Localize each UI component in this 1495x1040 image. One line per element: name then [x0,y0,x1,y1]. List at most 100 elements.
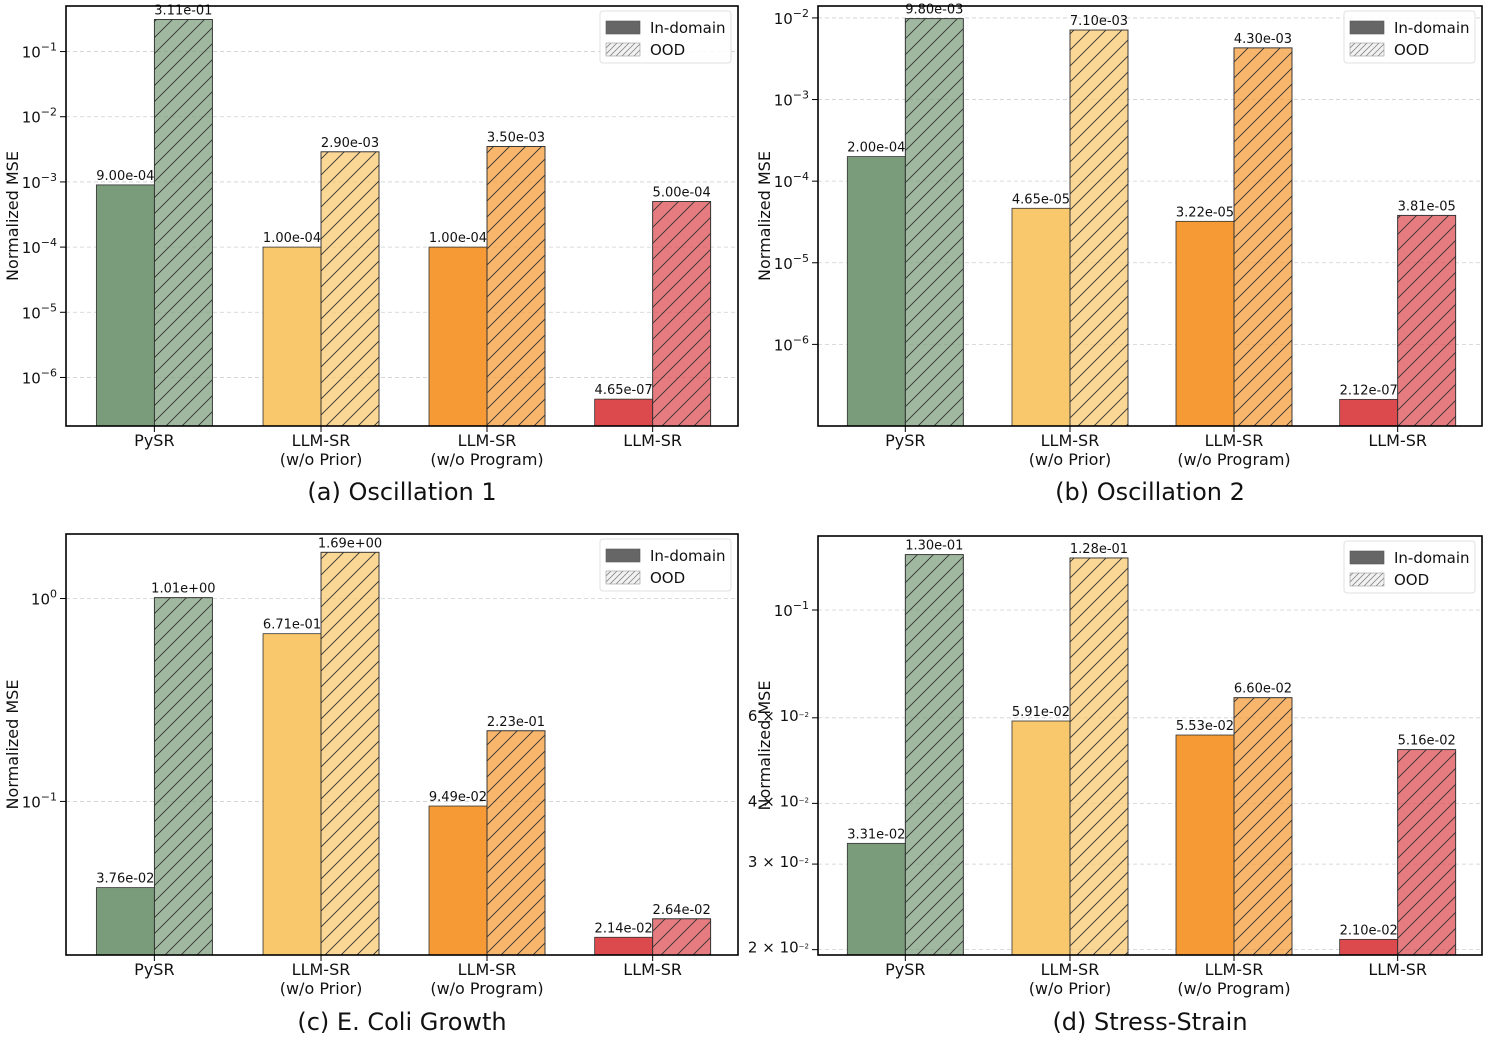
x-category-label: PySR [134,960,174,979]
bar-in-domain [1011,720,1071,956]
bar-value-label: 3.50e-03 [487,130,545,145]
legend-swatch-in-domain [605,20,641,35]
y-tick-label: 10−1 [22,41,57,62]
bar-ood-hatch [1069,29,1129,427]
bar-value-label: 7.10e-03 [1070,14,1128,29]
bar-value-label: 4.65e-07 [595,383,653,398]
x-category-label: PySR [885,960,925,979]
y-tick-label: 2 × 10−2 [748,939,809,957]
bar-in-domain [594,398,654,427]
bar-value-label: 5.53e-02 [1176,719,1234,734]
bar-value-label: 1.28e-01 [1070,542,1128,557]
bar-value-label: 1.30e-01 [905,539,963,554]
bar-ood-hatch [904,18,964,427]
legend-swatch-ood [1349,42,1385,57]
bar-in-domain [1175,734,1235,956]
y-axis-label: Normalized MSE [3,151,22,281]
bar-value-label: 3.22e-05 [1176,205,1234,220]
bar-value-label: 4.65e-05 [1012,192,1070,207]
x-category-label: LLM-SR [458,431,517,450]
x-category-label: LLM-SR [458,960,517,979]
x-category-label: LLM-SR [292,431,351,450]
bar-value-label: 9.00e-04 [96,169,154,184]
bar-in-domain [1339,398,1399,427]
x-category-label: PySR [885,431,925,450]
x-category-label: LLM-SR [623,431,682,450]
y-tick-label: 10−2 [22,106,57,127]
y-axis-label: Normalized MSE [3,680,22,810]
y-tick-label: 10−3 [774,89,809,110]
bar-value-label: 9.49e-02 [429,790,487,805]
bar-in-domain [1011,207,1071,427]
panel-caption: (d) Stress-Strain [1052,1008,1247,1036]
chart-panel-4: 2 × 10−2 3 × 10−2 4 × 10−2 6 × 10−2 10−1 3.31… [748,535,1483,1036]
chart-panel-2: 10−6 10−5 10−4 10−3 10−2 2.00e-04 9.80e-03 PySR… [755,3,1483,506]
legend-swatch-in-domain [1349,20,1385,35]
x-category-label: (w/o Program) [1177,450,1290,469]
bar-in-domain [1175,220,1235,427]
y-tick-label: 10−5 [774,252,809,273]
x-category-label: LLM-SR [1041,431,1100,450]
y-tick-label: 3 × 10−2 [748,853,809,871]
x-category-label: (w/o Prior) [1029,979,1112,998]
bar-value-label: 2.10e-02 [1340,923,1398,938]
y-tick-label: 10−1 [774,599,809,620]
bar-value-label: 1.69e+00 [318,536,382,551]
bar-value-label: 1.00e-04 [263,231,321,246]
bar-value-label: 3.11e-01 [154,3,212,18]
bar-ood-hatch [652,201,712,427]
y-tick-label: 10−3 [22,171,57,192]
panel-caption: (b) Oscillation 2 [1055,478,1245,506]
y-tick-label: 100 [31,588,57,609]
legend-label-in-domain: In-domain [650,19,726,37]
legend-label-ood: OOD [650,41,685,59]
bar-value-label: 2.12e-07 [1340,383,1398,398]
legend-swatch-in-domain [605,548,641,563]
bar-ood-hatch [1233,47,1293,427]
y-tick-label: 10−4 [22,236,57,257]
legend-label-ood: OOD [1394,41,1429,59]
bar-ood-hatch [1397,214,1457,427]
bar-value-label: 6.71e-01 [263,618,321,633]
bar-value-label: 2.64e-02 [653,903,711,918]
y-axis-label: Normalized MSE [755,151,774,281]
legend-label-in-domain: In-domain [1394,549,1470,567]
bar-value-label: 4.30e-03 [1234,32,1292,47]
x-category-label: (w/o Program) [430,979,543,998]
legend-swatch-in-domain [1349,550,1385,565]
x-category-label: (w/o Program) [1177,979,1290,998]
panel-caption: (c) E. Coli Growth [297,1008,506,1036]
bar-ood-hatch [1233,697,1293,956]
x-category-label: LLM-SR [1368,960,1427,979]
bar-in-domain [95,184,155,427]
y-tick-label: 10−4 [774,170,809,191]
bar-value-label: 2.14e-02 [595,921,653,936]
plot-frame [817,5,1483,427]
legend-swatch-ood [605,42,641,57]
bar-value-label: 2.90e-03 [321,136,379,151]
plot-frame [817,535,1483,956]
bar-in-domain [428,805,488,956]
legend-label-ood: OOD [650,569,685,587]
bar-ood-hatch [1069,557,1129,956]
y-tick-label: 10−5 [22,301,57,322]
bar-ood-hatch [153,597,213,956]
x-category-label: (w/o Prior) [280,450,363,469]
bar-ood-hatch [486,730,546,956]
bar-in-domain [846,156,906,427]
bar-value-label: 6.60e-02 [1234,682,1292,697]
legend-swatch-ood [1349,572,1385,587]
bar-value-label: 3.31e-02 [847,827,905,842]
bar-value-label: 5.16e-02 [1398,734,1456,749]
legend-label-in-domain: In-domain [1394,19,1470,37]
bar-value-label: 5.91e-02 [1012,705,1070,720]
bar-value-label: 9.80e-03 [905,3,963,18]
x-category-label: LLM-SR [1205,960,1264,979]
bar-in-domain [1339,938,1399,956]
chart-panel-3: 10−1 100 3.76e-02 1.01e+00 PySR 6.71e-01 1.69e… [3,533,739,1036]
bar-value-label: 2.00e-04 [847,141,905,156]
legend-label-in-domain: In-domain [650,547,726,565]
x-category-label: (w/o Prior) [280,979,363,998]
x-category-label: LLM-SR [1368,431,1427,450]
